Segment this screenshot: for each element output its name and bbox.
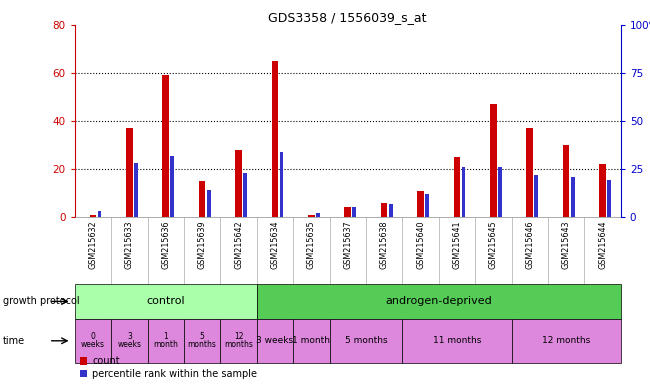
Text: GSM215637: GSM215637	[343, 221, 352, 270]
Bar	[498, 167, 502, 217]
Text: GSM215644: GSM215644	[598, 221, 607, 269]
Text: 5 months: 5 months	[344, 336, 387, 345]
Bar	[381, 203, 387, 217]
Bar	[162, 75, 169, 217]
Text: GDS3358 / 1556039_s_at: GDS3358 / 1556039_s_at	[268, 12, 427, 25]
Text: 3 weeks: 3 weeks	[256, 336, 294, 345]
Text: GSM215634: GSM215634	[270, 221, 280, 269]
Text: androgen-deprived: androgen-deprived	[385, 296, 492, 306]
Text: GSM215646: GSM215646	[525, 221, 534, 269]
Bar	[389, 204, 393, 217]
Bar	[526, 128, 533, 217]
Bar	[257, 284, 621, 319]
Bar	[207, 190, 211, 217]
Bar	[352, 207, 356, 217]
Text: GSM215636: GSM215636	[161, 221, 170, 269]
Bar	[126, 128, 133, 217]
Bar	[235, 150, 242, 217]
Text: GSM215638: GSM215638	[380, 221, 389, 269]
Text: 1
month: 1 month	[153, 332, 178, 349]
Bar	[199, 181, 205, 217]
Text: 5
months: 5 months	[188, 332, 216, 349]
Bar	[454, 157, 460, 217]
Bar	[490, 104, 497, 217]
Bar	[272, 61, 278, 217]
Bar	[563, 145, 569, 217]
Text: growth protocol: growth protocol	[3, 296, 80, 306]
Bar	[257, 319, 293, 363]
Text: GSM215645: GSM215645	[489, 221, 498, 270]
Text: 11 months: 11 months	[433, 336, 481, 345]
Text: control: control	[146, 296, 185, 306]
Bar	[170, 156, 174, 217]
Bar	[220, 319, 257, 363]
Text: GSM215633: GSM215633	[125, 221, 134, 269]
Bar	[344, 207, 351, 217]
Bar	[280, 152, 283, 217]
Bar	[534, 175, 538, 217]
Bar	[98, 211, 101, 217]
Text: time: time	[3, 336, 25, 346]
Bar	[75, 319, 111, 363]
Text: GSM215642: GSM215642	[234, 221, 243, 270]
Text: 12
months: 12 months	[224, 332, 253, 349]
Text: GSM215632: GSM215632	[88, 221, 98, 270]
Bar	[75, 284, 257, 319]
Bar	[425, 194, 429, 217]
Bar	[330, 319, 402, 363]
Text: GSM215643: GSM215643	[562, 221, 571, 269]
Text: 12 months: 12 months	[542, 336, 590, 345]
Bar	[148, 319, 184, 363]
Text: 3
weeks: 3 weeks	[118, 332, 141, 349]
Bar	[134, 163, 138, 217]
Text: GSM215641: GSM215641	[452, 221, 462, 269]
Text: 0
weeks: 0 weeks	[81, 332, 105, 349]
Text: GSM215635: GSM215635	[307, 221, 316, 270]
Bar	[293, 319, 330, 363]
Bar	[184, 319, 220, 363]
Bar	[308, 215, 315, 217]
Bar	[111, 319, 148, 363]
Bar	[316, 213, 320, 217]
Bar	[462, 167, 465, 217]
Bar	[402, 319, 512, 363]
Text: GSM215640: GSM215640	[416, 221, 425, 269]
Bar	[417, 190, 424, 217]
Bar	[599, 164, 606, 217]
Text: GSM215639: GSM215639	[198, 221, 207, 270]
Text: 1 month: 1 month	[292, 336, 330, 345]
Bar	[243, 173, 247, 217]
Bar	[607, 180, 611, 217]
Bar	[90, 215, 96, 217]
Bar	[512, 319, 621, 363]
Legend: count, percentile rank within the sample: count, percentile rank within the sample	[79, 356, 257, 379]
Bar	[571, 177, 575, 217]
